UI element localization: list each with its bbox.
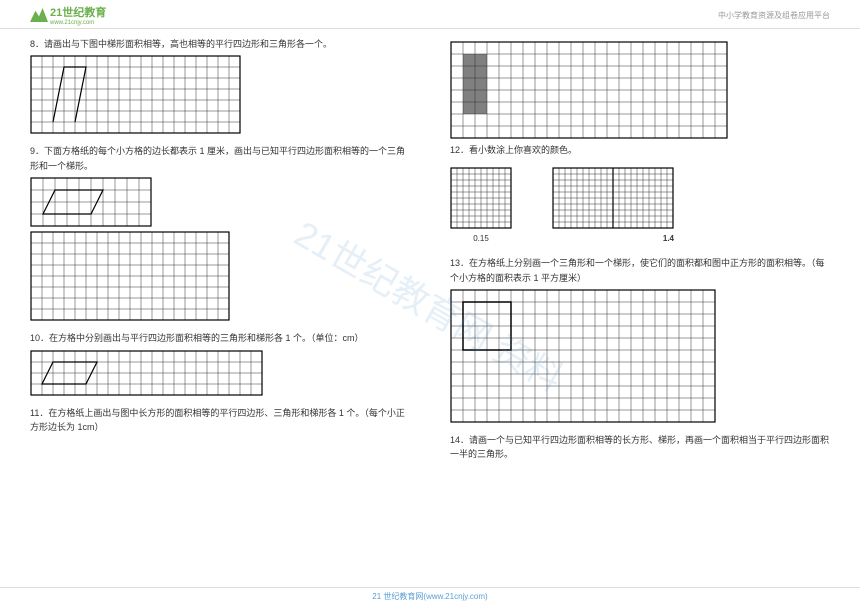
question-10-text: 10．在方格中分别画出与平行四边形面积相等的三角形和梯形各 1 个。（单位：cm… — [30, 331, 410, 345]
grid-q12a — [450, 167, 512, 229]
question-11-text: 11．在方格纸上画出与图中长方形的面积相等的平行四边形、三角形和梯形各 1 个。… — [30, 406, 410, 435]
logo-url: www.21cnjy.com — [50, 20, 106, 26]
logo-icon — [30, 8, 48, 22]
logo: 21世纪教育 www.21cnjy.com — [30, 4, 106, 26]
question-9: 9．下面方格纸的每个小方格的边长都表示 1 厘米，画出与已知平行四边形面积相等的… — [30, 144, 410, 321]
question-10: 10．在方格中分别画出与平行四边形面积相等的三角形和梯形各 1 个。（单位：cm… — [30, 331, 410, 395]
grid-q13 — [450, 289, 716, 423]
question-14-text: 14．请画一个与已知平行四边形面积相等的长方形、梯形，再画一个面积相当于平行四边… — [450, 433, 830, 462]
right-column: 12．看小数涂上你喜欢的颜色。 0.15 1.4 13．在方格纸上分别画一个三角… — [450, 37, 830, 472]
header-subtitle: 中小学教育资源及组卷应用平台 — [718, 10, 830, 21]
question-11: 11．在方格纸上画出与图中长方形的面积相等的平行四边形、三角形和梯形各 1 个。… — [30, 406, 410, 435]
grid-q10 — [30, 350, 263, 396]
question-13-text: 13．在方格纸上分别画一个三角形和一个梯形，使它们的面积都和图中正方形的面积相等… — [450, 256, 830, 285]
logo-text: 21世纪教育 — [50, 4, 106, 20]
grid-q8 — [30, 55, 241, 134]
label-1-4: 1.4 — [552, 233, 674, 246]
question-14: 14．请画一个与已知平行四边形面积相等的长方形、梯形，再画一个面积相当于平行四边… — [450, 433, 830, 462]
question-12: 12．看小数涂上你喜欢的颜色。 0.15 1.4 — [450, 143, 830, 246]
question-8-text: 8．请画出与下图中梯形面积相等，高也相等的平行四边形和三角形各一个。 — [30, 37, 410, 51]
grid-q9b — [30, 231, 230, 321]
grid-q12b — [552, 167, 674, 229]
grid-q9a — [30, 177, 152, 227]
label-0-15: 0.15 — [450, 233, 512, 246]
question-13: 13．在方格纸上分别画一个三角形和一个梯形，使它们的面积都和图中正方形的面积相等… — [450, 256, 830, 423]
left-column: 8．请画出与下图中梯形面积相等，高也相等的平行四边形和三角形各一个。 9．下面方… — [30, 37, 410, 472]
page-footer: 21 世纪教育网(www.21cnjy.com) — [0, 587, 860, 602]
question-8: 8．请画出与下图中梯形面积相等，高也相等的平行四边形和三角形各一个。 — [30, 37, 410, 134]
question-12-text: 12．看小数涂上你喜欢的颜色。 — [450, 143, 830, 157]
grid-q11-top — [450, 41, 728, 139]
page-header: 21世纪教育 www.21cnjy.com 中小学教育资源及组卷应用平台 — [0, 0, 860, 29]
content-area: 8．请画出与下图中梯形面积相等，高也相等的平行四边形和三角形各一个。 9．下面方… — [0, 29, 860, 472]
question-9-text: 9．下面方格纸的每个小方格的边长都表示 1 厘米，画出与已知平行四边形面积相等的… — [30, 144, 410, 173]
